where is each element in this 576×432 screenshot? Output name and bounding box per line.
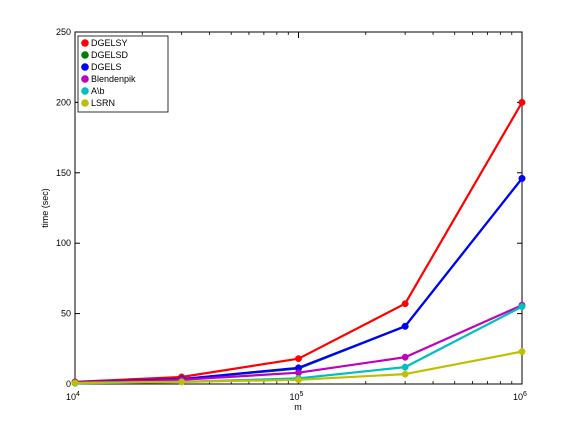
- x-tick-base: 10: [66, 392, 76, 402]
- legend-label: DGELSD: [91, 50, 129, 60]
- data-point-lsrn: [518, 348, 526, 356]
- legend-marker-dgelsy: [81, 39, 89, 47]
- data-point-blendenpik: [401, 353, 409, 361]
- legend-label: Blendenpik: [91, 74, 136, 84]
- data-point-dgelsy: [401, 300, 409, 308]
- data-point-a-b: [401, 363, 409, 371]
- x-tick-base: 10: [290, 392, 300, 402]
- x-axis-label: m: [294, 402, 302, 412]
- y-tick-label: 100: [56, 238, 71, 248]
- y-tick-label: 250: [56, 27, 71, 37]
- legend-marker-blendenpik: [81, 75, 89, 83]
- x-tick-label: 105: [290, 391, 304, 402]
- legend-label: DGELS: [91, 62, 122, 72]
- legend-label: DGELSY: [91, 38, 128, 48]
- legend-label: LSRN: [91, 98, 115, 108]
- y-tick-label: 50: [61, 309, 71, 319]
- data-point-dgelsy: [518, 98, 526, 106]
- x-tick-base: 10: [513, 392, 523, 402]
- data-point-lsrn: [71, 379, 79, 387]
- legend-box: [77, 35, 169, 113]
- legend: DGELSY DGELSD DGELS Blendenpik A\b LSRN: [77, 35, 169, 113]
- y-axis-label: time (sec): [40, 188, 50, 228]
- data-point-dgelsy: [295, 355, 302, 363]
- x-tick-exponent: 4: [76, 391, 80, 398]
- y-tick-label: 200: [56, 97, 71, 107]
- x-tick-exponent: 6: [523, 391, 527, 398]
- data-point-lsrn: [401, 370, 409, 378]
- y-tick-label: 150: [56, 168, 71, 178]
- legend-marker-lsrn: [81, 99, 89, 107]
- legend-label: A\b: [91, 86, 105, 96]
- data-point-dgels: [518, 174, 526, 182]
- x-tick-label: 104: [66, 391, 80, 402]
- data-point-lsrn: [178, 378, 186, 386]
- series-layer: [71, 98, 526, 387]
- data-point-dgels: [401, 322, 409, 330]
- x-tick-label: 106: [513, 391, 527, 402]
- y-tick-label: 0: [66, 379, 71, 389]
- data-point-a-b: [518, 303, 526, 311]
- legend-marker-dgels: [81, 63, 89, 71]
- x-tick-exponent: 5: [300, 391, 304, 398]
- legend-marker-dgelsd: [81, 51, 89, 59]
- data-point-lsrn: [295, 376, 302, 384]
- legend-marker-a-b: [81, 87, 89, 95]
